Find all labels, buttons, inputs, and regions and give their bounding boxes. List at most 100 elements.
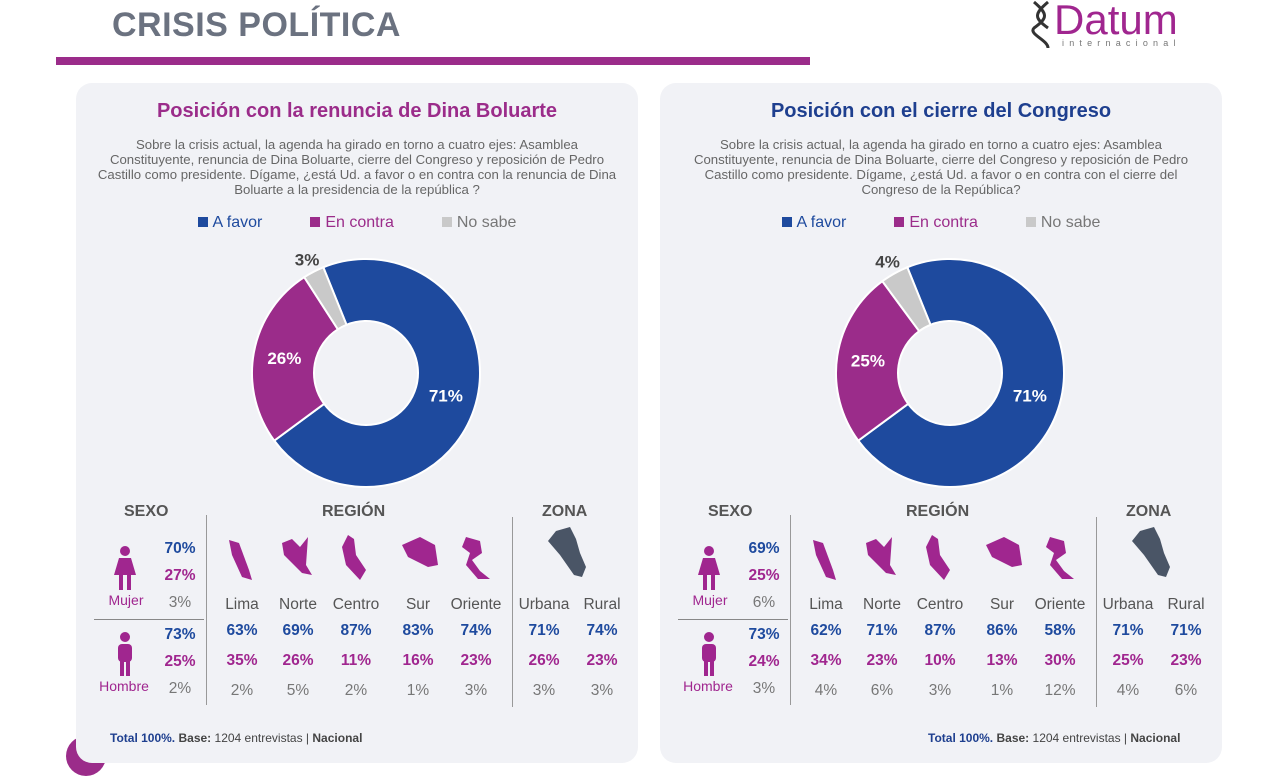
region-con-value: 23% <box>866 652 898 669</box>
logo-name: Datum <box>1054 0 1178 43</box>
sexo-fav-value: 69% <box>748 540 780 557</box>
region-label: Sur <box>989 596 1015 613</box>
donut-chart: 71% 26% 3% <box>251 250 481 488</box>
legend-item: No sabe <box>1025 214 1101 232</box>
header-zona: ZONA <box>1126 503 1172 520</box>
zona-fav-value: 71% <box>528 622 560 639</box>
sexo-fav-value: 73% <box>164 626 196 643</box>
legend-item: En contra <box>894 214 978 232</box>
header-sexo: SEXO <box>124 503 169 520</box>
region-map-lima-icon <box>813 540 836 580</box>
female-icon <box>696 545 722 596</box>
divider <box>512 517 513 707</box>
sexo-con-value: 27% <box>164 567 196 584</box>
region-ns-value: 1% <box>406 682 430 699</box>
header-region: REGIÓN <box>906 503 970 520</box>
footer-note: Total 100%. Base: 1204 entrevistas | Nac… <box>110 731 362 745</box>
page-title: CRISIS POLÍTICA <box>112 6 401 44</box>
footer-sep: | <box>305 731 310 745</box>
legend-label: No sabe <box>456 214 517 231</box>
region-con-value: 34% <box>810 652 842 669</box>
region-map-norte-icon <box>866 537 896 575</box>
data-label-a-favor: 71% <box>429 387 463 406</box>
region-con-value: 13% <box>986 652 1018 669</box>
footer-base: 1204 entrevistas <box>1032 731 1121 745</box>
region-label: Norte <box>863 596 901 613</box>
zona-ns-value: 3% <box>590 682 614 699</box>
sexo-label: Hombre <box>99 678 149 694</box>
footer-total: Total 100%. <box>110 731 176 745</box>
region-label: Oriente <box>450 596 502 613</box>
sexo-fav-value: 70% <box>164 540 196 557</box>
legend-label: No sabe <box>1040 214 1101 231</box>
region-map-centro-icon <box>926 535 950 580</box>
region-map-centro-icon <box>342 535 366 580</box>
region-ns-value: 4% <box>814 682 838 699</box>
divider <box>1096 517 1097 707</box>
panel-cierre-congreso: Posición con el cierre del Congreso Sobr… <box>660 83 1222 763</box>
region-label: Centro <box>332 596 380 613</box>
legend-swatch <box>310 217 321 227</box>
zona-fav-value: 71% <box>1112 622 1144 639</box>
question-text: Sobre la crisis actual, la agenda ha gir… <box>693 137 1189 197</box>
title-underline <box>56 57 810 65</box>
region-ns-value: 12% <box>1044 682 1076 699</box>
region-label: Lima <box>809 596 843 613</box>
legend-item: A favor <box>197 214 263 232</box>
sexo-label: Hombre <box>683 678 733 694</box>
region-fav-value: 87% <box>340 622 372 639</box>
region-fav-value: 62% <box>810 622 842 639</box>
region-map-oriente-icon <box>1046 537 1074 579</box>
zona-label: Urbana <box>518 596 570 613</box>
donut-chart: 71% 25% 4% <box>835 252 1065 488</box>
data-label-no-sabe: 4% <box>875 252 900 271</box>
zona-con-value: 25% <box>1112 652 1144 669</box>
sexo-ns-value: 6% <box>752 594 776 611</box>
sexo-ns-value: 3% <box>752 680 776 697</box>
region-map-lima-icon <box>229 540 252 580</box>
footer-scope: Nacional <box>312 731 363 745</box>
panel-renuncia-boluarte: Posición con la renuncia de Dina Boluart… <box>76 83 638 763</box>
legend-label: A favor <box>212 214 263 231</box>
slice-en-contra <box>835 279 921 443</box>
sexo-con-value: 24% <box>748 653 780 670</box>
panel-title: Posición con el cierre del Congreso <box>770 100 1112 122</box>
zona-label: Urbana <box>1102 596 1154 613</box>
legend: A favor En contra No sabe <box>76 214 638 232</box>
legend-item: No sabe <box>441 214 517 232</box>
footer-scope: Nacional <box>1130 731 1181 745</box>
header-zona: ZONA <box>542 503 588 520</box>
region-con-value: 10% <box>924 652 956 669</box>
zona-ns-value: 6% <box>1174 682 1198 699</box>
footer-base: 1204 entrevistas <box>214 731 303 745</box>
region-label: Lima <box>225 596 259 613</box>
region-fav-value: 86% <box>986 622 1018 639</box>
sexo-fav-value: 73% <box>748 626 780 643</box>
region-con-value: 16% <box>402 652 434 669</box>
legend-swatch <box>441 217 452 227</box>
data-label-a-favor: 71% <box>1013 387 1047 406</box>
header-region: REGIÓN <box>322 503 386 520</box>
slice-a-favor <box>856 258 1065 488</box>
region-con-value: 11% <box>340 652 372 669</box>
legend-swatch <box>1025 217 1036 227</box>
region-ns-value: 6% <box>870 682 894 699</box>
footer-base-label: Base: <box>178 731 212 745</box>
legend-label: A favor <box>796 214 847 231</box>
legend-label: En contra <box>909 214 978 231</box>
slice-en-contra <box>251 275 340 443</box>
zona-con-value: 23% <box>586 652 618 669</box>
sexo-ns-value: 2% <box>168 680 192 697</box>
logo-sub: internacional <box>1062 38 1181 48</box>
sexo-con-value: 25% <box>164 653 196 670</box>
sexo-label: Mujer <box>692 592 728 608</box>
footer-base-label: Base: <box>996 731 1030 745</box>
zona-label: Rural <box>1167 596 1205 613</box>
region-con-value: 35% <box>226 652 258 669</box>
panel-title: Posición con la renuncia de Dina Boluart… <box>156 100 558 122</box>
region-con-value: 26% <box>282 652 314 669</box>
male-icon <box>696 631 722 682</box>
region-map-norte-icon <box>282 537 312 575</box>
peru-map-icon <box>548 527 586 577</box>
peru-map-icon <box>1132 527 1170 577</box>
